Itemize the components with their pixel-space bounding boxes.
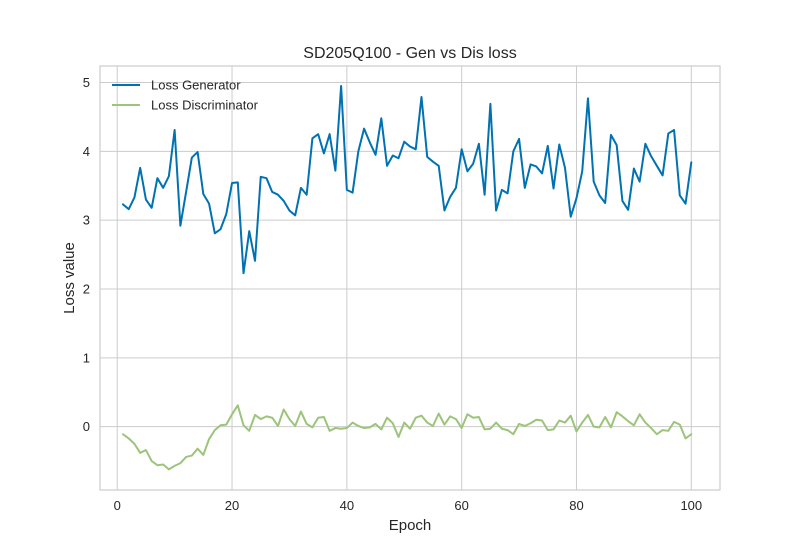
y-axis-label: Loss value bbox=[61, 242, 78, 314]
y-tick-label: 2 bbox=[83, 282, 90, 297]
x-tick-label: 100 bbox=[680, 498, 702, 513]
chart-title: SD205Q100 - Gen vs Dis loss bbox=[303, 45, 516, 62]
y-tick-label: 0 bbox=[83, 419, 90, 434]
x-axis-label: Epoch bbox=[389, 517, 432, 534]
y-tick-label: 4 bbox=[83, 144, 90, 159]
x-tick-label: 20 bbox=[225, 498, 239, 513]
legend-label: Loss Discriminator bbox=[151, 98, 259, 113]
plot-area bbox=[100, 66, 720, 490]
series-line-discriminator bbox=[121, 404, 693, 471]
y-tick-label: 5 bbox=[83, 75, 90, 90]
y-tick-label: 3 bbox=[83, 213, 90, 228]
x-tick-label: 80 bbox=[569, 498, 583, 513]
series-layer bbox=[121, 84, 693, 471]
y-tick-label: 1 bbox=[83, 350, 90, 365]
legend-label: Loss Generator bbox=[151, 78, 241, 93]
x-tick-label: 0 bbox=[114, 498, 121, 513]
legend: Loss Generator Loss Discriminator bbox=[112, 78, 259, 113]
series-line-generator bbox=[121, 84, 693, 275]
tick-labels: 0 20 40 60 80 100 0 1 2 3 4 5 bbox=[83, 75, 702, 513]
x-tick-label: 40 bbox=[340, 498, 354, 513]
plot-frame bbox=[99, 65, 721, 491]
x-tick-label: 60 bbox=[454, 498, 468, 513]
